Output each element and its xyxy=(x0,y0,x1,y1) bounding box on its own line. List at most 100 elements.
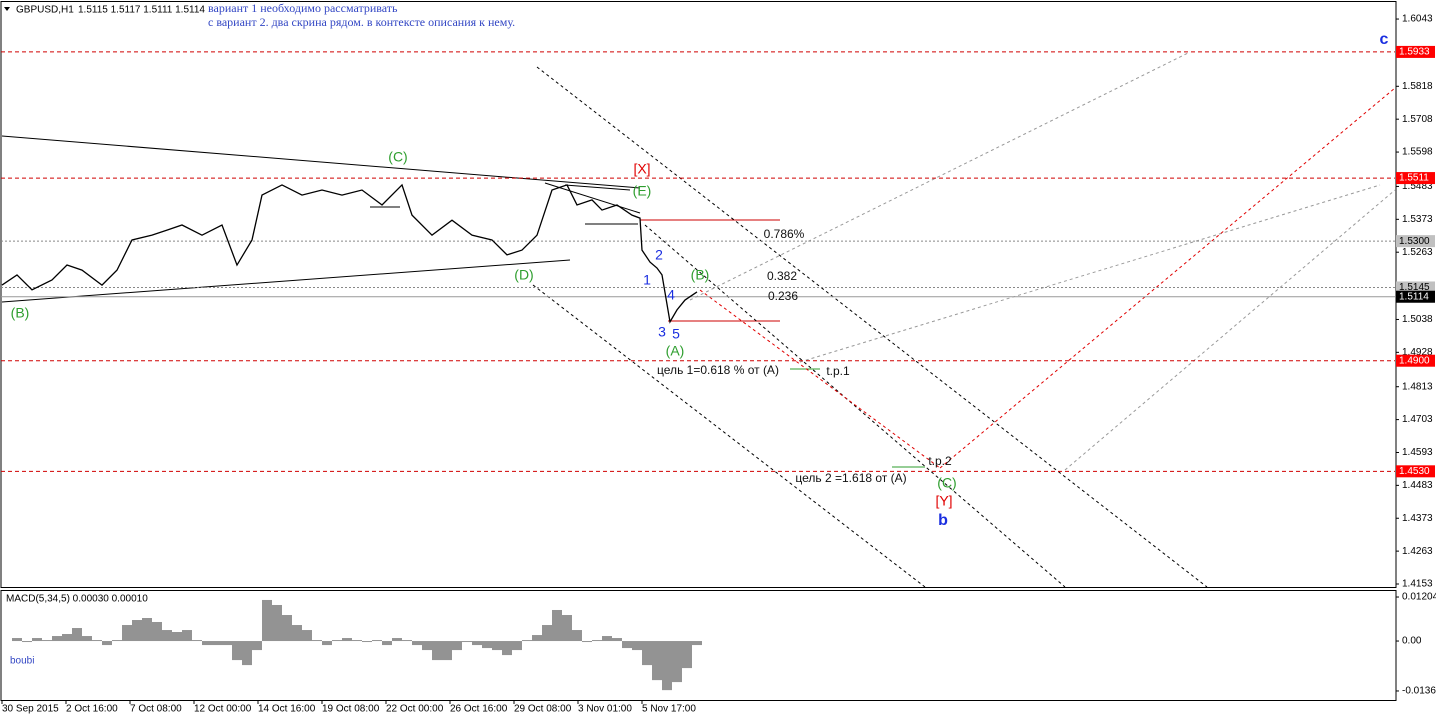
macd-bar xyxy=(522,640,532,642)
macd-bar xyxy=(422,641,432,651)
symbol-title: GBPUSD,H1 xyxy=(16,5,74,16)
macd-bar xyxy=(642,641,652,666)
level-box xyxy=(1396,45,1435,58)
macd-bar xyxy=(222,641,232,646)
y-tick-label: 1.6043 xyxy=(1402,14,1433,25)
level-label: 1.5114 xyxy=(1399,291,1429,302)
annotation: 0.382 xyxy=(767,269,797,283)
annotation: 5 xyxy=(672,326,680,342)
x-tick-label: 29 Oct 08:00 xyxy=(514,704,572,715)
macd-bar xyxy=(12,638,22,642)
macd-bar xyxy=(612,638,622,642)
macd-bar xyxy=(82,636,92,642)
level-box xyxy=(1396,172,1435,185)
level-box xyxy=(1396,235,1435,248)
level-box xyxy=(1396,290,1435,303)
macd-bar xyxy=(452,641,462,651)
macd-bar xyxy=(52,636,62,642)
y-tick-label: 0.00 xyxy=(1402,636,1422,647)
macd-bar xyxy=(622,641,632,649)
macd-bar xyxy=(602,636,612,642)
channel-line xyxy=(799,184,1381,363)
annotation: (E) xyxy=(633,183,652,199)
y-tick-label: 1.5263 xyxy=(1402,247,1433,258)
macd-bar xyxy=(132,620,142,642)
x-tick-label: 22 Oct 00:00 xyxy=(386,704,444,715)
annotation: (C) xyxy=(937,475,956,491)
macd-bar xyxy=(672,641,682,683)
macd-bar xyxy=(442,641,452,661)
comment: с вариант 2. два скрина рядом. в контекс… xyxy=(208,15,515,29)
macd-bar xyxy=(412,641,422,646)
macd-bar xyxy=(372,640,382,642)
macd-bar xyxy=(32,638,42,642)
macd-bar xyxy=(262,599,272,642)
macd-bar xyxy=(212,641,222,646)
macd-bar xyxy=(682,641,692,669)
macd-bar xyxy=(322,641,332,646)
x-tick-label: 30 Sep 2015 xyxy=(2,704,59,715)
y-tick-label: 1.4928 xyxy=(1402,347,1433,358)
macd-bar xyxy=(102,641,112,646)
annotation: c xyxy=(1380,31,1389,48)
macd-bar xyxy=(292,625,302,642)
macd-bar xyxy=(382,641,392,646)
annotation: (A) xyxy=(666,343,685,359)
trend-line xyxy=(1,259,571,303)
annotation: (C) xyxy=(388,149,407,165)
annotation: t.p.1 xyxy=(826,364,850,378)
macd-bar xyxy=(152,621,162,642)
y-tick-label: 0.01204 xyxy=(1402,592,1436,603)
y-tick-label: 1.4373 xyxy=(1402,513,1433,524)
annotation: 3 xyxy=(658,324,666,340)
macd-bar xyxy=(92,640,102,642)
level-box xyxy=(1396,465,1435,478)
macd-bar xyxy=(492,641,502,651)
x-tick-label: 26 Oct 16:00 xyxy=(450,704,508,715)
x-tick-label: 19 Oct 08:00 xyxy=(322,704,380,715)
trend-line xyxy=(1,135,641,189)
trend-line xyxy=(564,184,631,191)
macd-bar xyxy=(592,640,602,642)
macd-bar xyxy=(22,641,32,643)
macd-panel xyxy=(0,590,1397,701)
y-tick-label: 1.4593 xyxy=(1402,447,1433,458)
macd-bar xyxy=(162,630,172,642)
macd-bar xyxy=(652,641,662,681)
channel-line xyxy=(1064,189,1396,471)
annotation: (D) xyxy=(514,267,533,283)
macd-bar xyxy=(282,615,292,642)
x-tick-label: 5 Nov 17:00 xyxy=(642,704,696,715)
y-tick-label: 1.5598 xyxy=(1402,147,1433,158)
level-label: 1.4900 xyxy=(1399,355,1430,366)
level-box xyxy=(1396,281,1435,294)
annotation: 4 xyxy=(667,287,675,303)
annotation: 0.786% xyxy=(764,227,805,241)
macd-bar xyxy=(692,641,702,646)
macd-bar xyxy=(332,640,342,642)
channel-line xyxy=(532,284,926,588)
y-tick-label: 1.4813 xyxy=(1402,381,1433,392)
comment: вариант 1 необходимо рассматривать xyxy=(208,1,398,15)
y-tick-label: 1.5818 xyxy=(1402,81,1433,92)
channel-line xyxy=(939,87,1396,469)
annotation: t.p.2 xyxy=(928,454,952,468)
annotation: 1 xyxy=(643,272,651,288)
y-tick-label: 1.5708 xyxy=(1402,114,1433,125)
macd-bar xyxy=(202,641,212,646)
macd-bar xyxy=(192,640,202,642)
menu-arrow xyxy=(4,7,10,11)
macd-bar xyxy=(312,640,322,642)
macd-bar xyxy=(362,641,372,643)
y-tick-label: 1.4703 xyxy=(1402,414,1433,425)
annotation: b xyxy=(938,512,948,529)
macd-bar xyxy=(542,625,552,642)
y-tick-label: 1.4153 xyxy=(1402,579,1433,590)
macd-bar xyxy=(392,638,402,642)
y-tick-label: 1.4483 xyxy=(1402,480,1433,491)
x-tick-label: 2 Oct 16:00 xyxy=(66,704,118,715)
trend-line xyxy=(544,182,641,214)
annotation: [Y] xyxy=(935,493,952,509)
y-tick-label: 1.5038 xyxy=(1402,314,1433,325)
